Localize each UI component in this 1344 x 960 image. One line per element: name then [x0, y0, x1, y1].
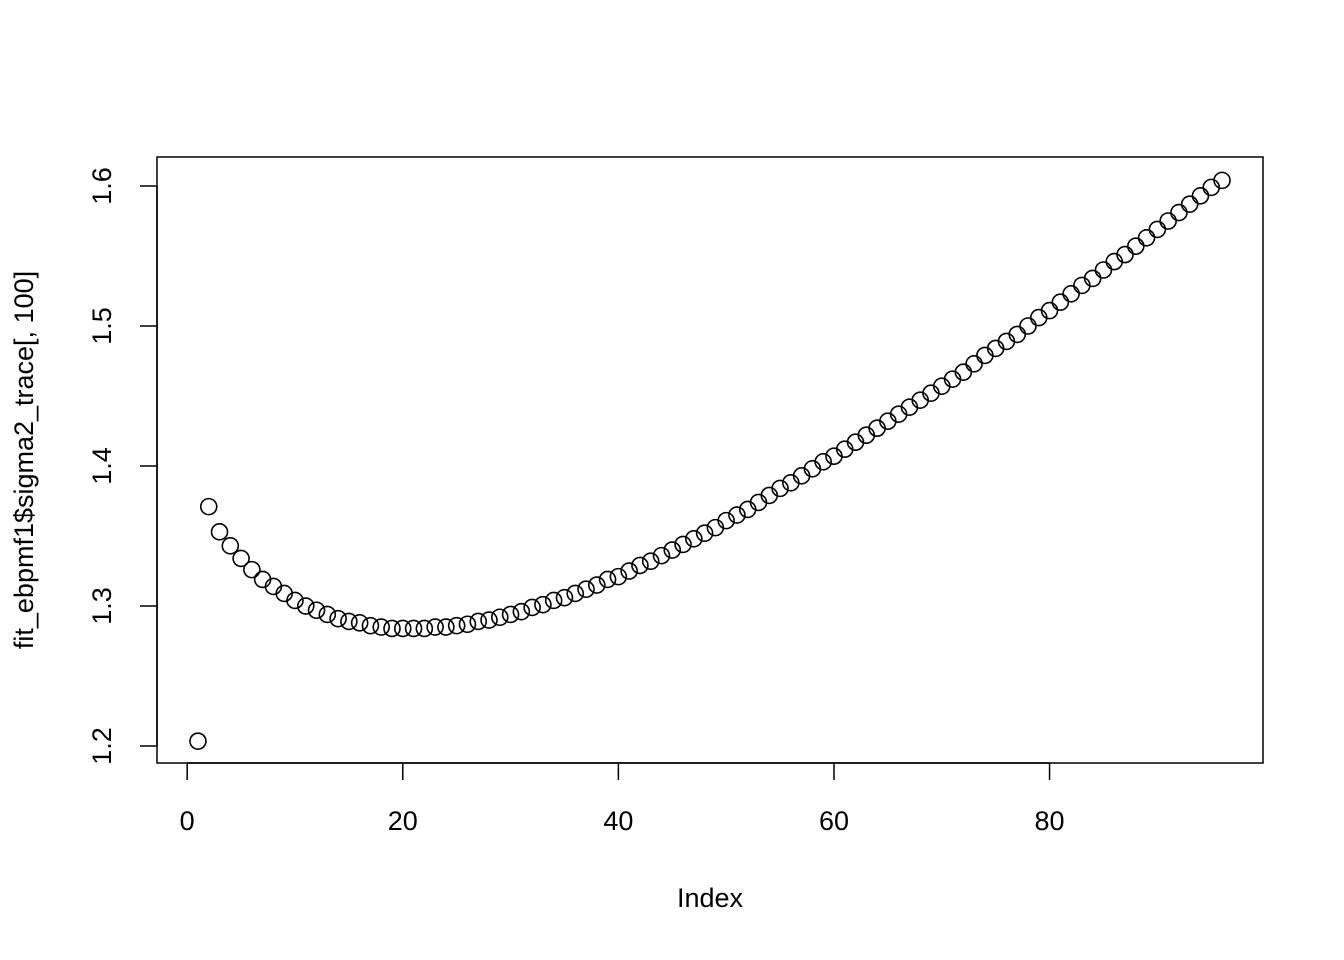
point: [383, 619, 401, 638]
point: [695, 524, 714, 543]
point: [329, 609, 347, 628]
y-axis-label: fit_ebpmf1$sigma2_trace[, 100]: [9, 271, 39, 649]
point: [609, 567, 628, 586]
point: [1180, 195, 1199, 213]
point: [361, 616, 380, 635]
point: [232, 549, 250, 568]
point: [620, 562, 638, 580]
point: [588, 576, 606, 594]
point: [566, 584, 585, 603]
point: [954, 363, 973, 382]
point: [544, 591, 563, 610]
point: [1019, 317, 1037, 335]
point: [534, 595, 552, 614]
point: [523, 598, 541, 617]
point: [415, 619, 434, 638]
point: [243, 560, 261, 579]
point: [340, 612, 358, 631]
x-tick-label: 80: [1035, 806, 1065, 836]
point: [674, 535, 692, 554]
point: [1062, 284, 1080, 303]
point: [598, 570, 617, 589]
point: [1191, 186, 1210, 205]
point: [221, 537, 240, 555]
point: [1148, 220, 1167, 239]
point: [393, 619, 412, 638]
y-tick-label: 1.6: [87, 167, 117, 205]
point: [1051, 293, 1070, 311]
point: [1137, 228, 1156, 247]
y-tick-label: 1.4: [87, 447, 117, 485]
point: [307, 601, 326, 620]
point: [555, 588, 574, 607]
point: [469, 612, 488, 631]
point: [296, 597, 315, 615]
point: [210, 523, 229, 541]
point: [1213, 171, 1231, 190]
point: [318, 605, 337, 624]
point: [480, 611, 498, 629]
point: [350, 614, 369, 632]
point: [1083, 269, 1102, 288]
point: [965, 355, 983, 373]
point: [189, 732, 207, 750]
point: [1008, 325, 1027, 344]
point: [1126, 237, 1145, 255]
point: [404, 619, 423, 638]
y-tick-label: 1.5: [87, 307, 117, 345]
x-axis-label: Index: [677, 883, 744, 913]
point: [490, 608, 509, 627]
y-tick-label: 1.3: [87, 587, 117, 625]
point: [501, 605, 520, 624]
x-tick-label: 40: [603, 806, 633, 836]
plot-box: [156, 156, 1264, 764]
point: [728, 506, 746, 524]
y-tick-label: 1.2: [87, 727, 117, 765]
point: [447, 616, 466, 635]
point: [458, 615, 477, 634]
point: [685, 530, 703, 548]
point: [631, 556, 649, 575]
point: [199, 497, 218, 516]
point: [717, 511, 735, 530]
point: [1159, 212, 1177, 230]
point: [1170, 203, 1188, 222]
point: [286, 591, 304, 610]
point: [1116, 245, 1134, 264]
x-tick-label: 0: [180, 806, 195, 836]
point: [372, 618, 391, 636]
x-tick-label: 60: [819, 806, 849, 836]
point: [426, 618, 444, 636]
point: [814, 453, 832, 471]
point: [652, 546, 671, 565]
point: [641, 552, 660, 571]
point: [1094, 261, 1113, 279]
point: [1040, 301, 1059, 320]
point: [771, 479, 789, 498]
point: [663, 541, 682, 559]
x-tick-label: 20: [388, 806, 418, 836]
point: [577, 580, 595, 599]
point: [437, 618, 455, 636]
point: [512, 602, 531, 621]
